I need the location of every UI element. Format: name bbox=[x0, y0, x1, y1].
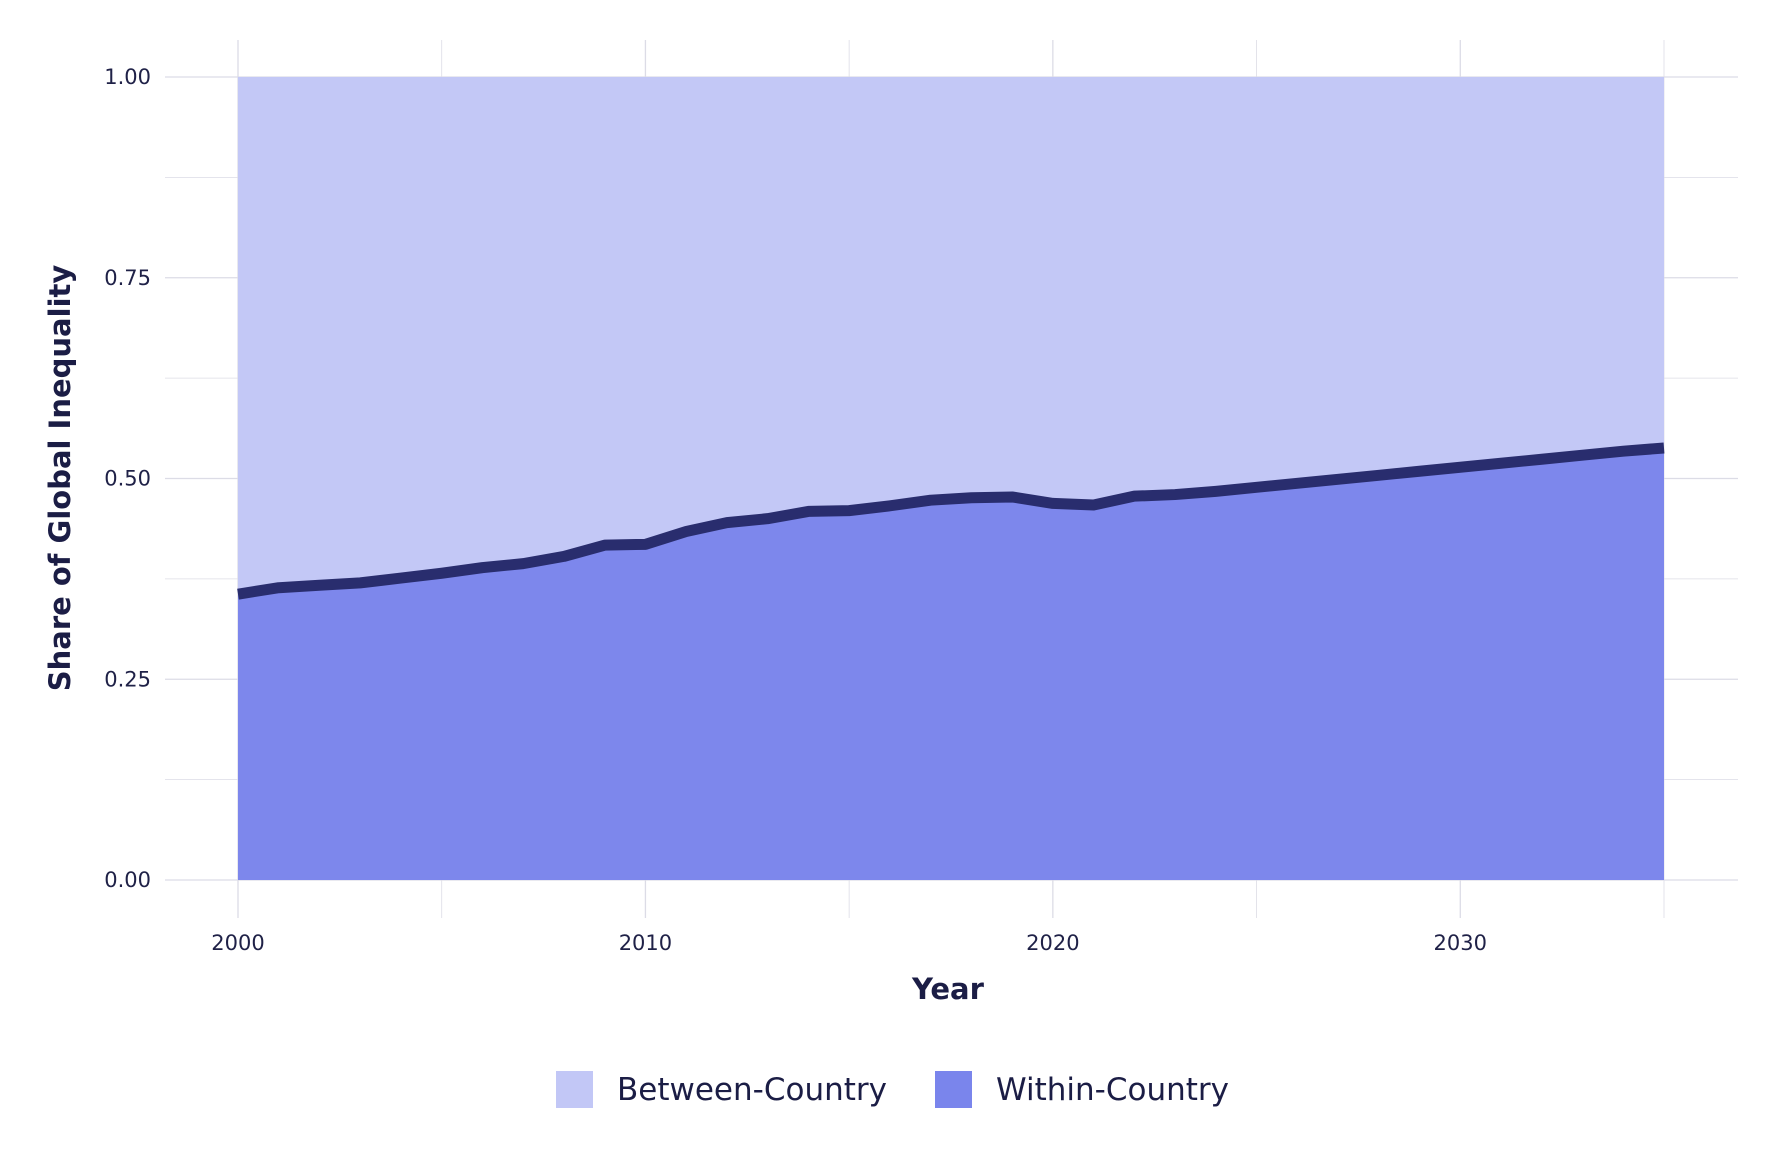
x-tick-label: 2020 bbox=[1026, 931, 1079, 955]
y-tick-label: 0.50 bbox=[104, 467, 151, 491]
y-tick-label: 1.00 bbox=[104, 65, 151, 89]
legend-label-within-country: Within-Country bbox=[996, 1072, 1229, 1108]
x-tick-label: 2010 bbox=[619, 931, 672, 955]
plot-areas bbox=[238, 77, 1664, 880]
y-tick-label: 0.25 bbox=[104, 667, 151, 691]
area-between-country bbox=[238, 77, 1664, 595]
legend-swatch-within-country bbox=[935, 1071, 972, 1108]
y-axis-title: Share of Global Inequality bbox=[43, 265, 77, 692]
axes: 2000 2010 2020 2030 0.00 0.25 0.50 0.75 1.00 bbox=[104, 65, 1487, 955]
legend: Between-Country Within-Country bbox=[556, 1071, 1229, 1108]
series-line-within-country bbox=[237, 442, 1665, 600]
legend-swatch-between-country bbox=[556, 1071, 593, 1108]
area-within-country bbox=[238, 447, 1664, 880]
x-axis-title: Year bbox=[911, 972, 985, 1006]
legend-label-between-country: Between-Country bbox=[617, 1072, 887, 1108]
x-tick-label: 2030 bbox=[1434, 931, 1487, 955]
y-tick-label: 0.00 bbox=[104, 868, 151, 892]
x-tick-label: 2000 bbox=[211, 931, 264, 955]
boundary-line-layer bbox=[237, 442, 1665, 600]
y-tick-label: 0.75 bbox=[104, 266, 151, 290]
